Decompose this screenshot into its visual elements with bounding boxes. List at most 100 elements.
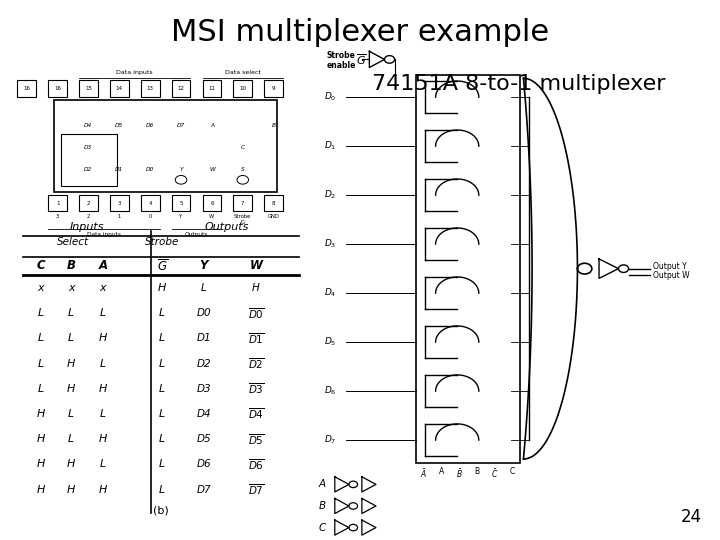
Text: L: L: [159, 409, 166, 419]
Text: B: B: [240, 81, 245, 86]
Text: 4: 4: [86, 81, 90, 86]
Text: Y: Y: [199, 259, 208, 272]
Bar: [171, 80, 190, 97]
Text: L: L: [201, 283, 207, 293]
Text: D0: D0: [197, 308, 211, 318]
Text: x: x: [99, 283, 107, 293]
Text: D5: D5: [197, 434, 211, 444]
Text: $D_5$: $D_5$: [324, 336, 336, 348]
Bar: [416, 75, 520, 463]
Text: C: C: [240, 145, 245, 150]
Text: C: C: [37, 259, 45, 272]
Text: D7: D7: [197, 484, 211, 495]
Text: D2: D2: [197, 359, 211, 369]
Text: L: L: [159, 308, 166, 318]
Text: $\overline{D3}$: $\overline{D3}$: [248, 381, 264, 396]
Text: D5: D5: [115, 123, 123, 129]
Bar: [48, 195, 67, 211]
Text: C: C: [271, 81, 276, 86]
Text: Outputs: Outputs: [205, 221, 249, 232]
Text: 0: 0: [148, 214, 152, 219]
Text: Y: Y: [179, 166, 183, 172]
Text: L: L: [159, 484, 166, 495]
Text: 16: 16: [23, 86, 30, 91]
Text: Output W: Output W: [653, 271, 690, 280]
Text: 14: 14: [116, 86, 123, 91]
Text: Data inputs: Data inputs: [117, 70, 153, 75]
Text: D4: D4: [84, 123, 93, 129]
Text: L: L: [38, 359, 44, 369]
Text: L: L: [100, 460, 106, 469]
Text: 2: 2: [87, 214, 90, 219]
Text: Y: Y: [179, 214, 183, 219]
Text: $D_7$: $D_7$: [324, 434, 336, 447]
Text: B: B: [67, 259, 76, 272]
Text: $\bar{A}$: $\bar{A}$: [420, 467, 427, 480]
Text: $\overline{D0}$: $\overline{D0}$: [248, 306, 264, 321]
Text: 4: 4: [148, 200, 152, 206]
Text: D6: D6: [197, 460, 211, 469]
Text: W: W: [209, 166, 215, 172]
Text: H: H: [37, 484, 45, 495]
Text: C: C: [510, 467, 516, 476]
Bar: [48, 80, 67, 97]
Text: L: L: [159, 434, 166, 444]
Text: $D_2$: $D_2$: [324, 189, 336, 201]
Bar: [202, 80, 221, 97]
Bar: [264, 195, 283, 211]
Text: L: L: [100, 359, 106, 369]
Text: $D_1$: $D_1$: [324, 140, 336, 152]
Text: D6: D6: [146, 123, 154, 129]
Text: H: H: [37, 409, 45, 419]
Text: 1: 1: [117, 214, 121, 219]
Text: H: H: [67, 484, 76, 495]
Text: H: H: [252, 283, 260, 293]
Text: Strobe
enable: Strobe enable: [326, 51, 356, 70]
Text: 13: 13: [147, 86, 153, 91]
Text: H: H: [37, 460, 45, 469]
Text: 9: 9: [272, 86, 275, 91]
Text: $\overline{D5}$: $\overline{D5}$: [248, 432, 264, 447]
Text: L: L: [100, 308, 106, 318]
Text: D3: D3: [197, 384, 211, 394]
Text: $\overline{D2}$: $\overline{D2}$: [248, 356, 264, 371]
Bar: [17, 80, 36, 97]
Text: Output Y: Output Y: [653, 262, 687, 271]
Text: $D_6$: $D_6$: [324, 385, 337, 397]
Text: 3: 3: [117, 200, 121, 206]
Text: Data select: Data select: [225, 70, 261, 75]
Bar: [54, 100, 277, 192]
Text: A: A: [99, 259, 107, 272]
Text: W: W: [250, 259, 263, 272]
Text: W: W: [210, 214, 215, 219]
Text: $\overline{G}$: $\overline{G}$: [157, 259, 168, 274]
Text: L: L: [159, 460, 166, 469]
Text: 7: 7: [241, 200, 245, 206]
Text: B: B: [474, 467, 480, 476]
Text: L: L: [159, 384, 166, 394]
Text: $\overline{D4}$: $\overline{D4}$: [248, 407, 264, 421]
Bar: [79, 80, 98, 97]
Text: H: H: [67, 359, 76, 369]
Text: Inputs: Inputs: [69, 221, 104, 232]
Bar: [110, 195, 129, 211]
Text: A: A: [438, 467, 444, 476]
Text: GND: GND: [268, 214, 279, 219]
Text: $D_0$: $D_0$: [324, 91, 336, 104]
Text: 10: 10: [239, 86, 246, 91]
Text: 74151A 8-to-1 multiplexer: 74151A 8-to-1 multiplexer: [372, 73, 665, 94]
Text: S: S: [241, 166, 245, 172]
Text: 6: 6: [148, 81, 152, 86]
Text: Strobe: Strobe: [145, 237, 179, 247]
Bar: [233, 195, 252, 211]
Text: Outputs: Outputs: [185, 232, 208, 237]
Text: L: L: [68, 434, 74, 444]
Text: $\overline{D1}$: $\overline{D1}$: [248, 331, 264, 346]
Bar: [202, 195, 221, 211]
Text: H: H: [99, 434, 107, 444]
Text: D2: D2: [84, 166, 93, 172]
Text: MSI multiplexer example: MSI multiplexer example: [171, 18, 549, 47]
Bar: [233, 80, 252, 97]
Text: 7: 7: [179, 81, 183, 86]
Text: H: H: [99, 484, 107, 495]
